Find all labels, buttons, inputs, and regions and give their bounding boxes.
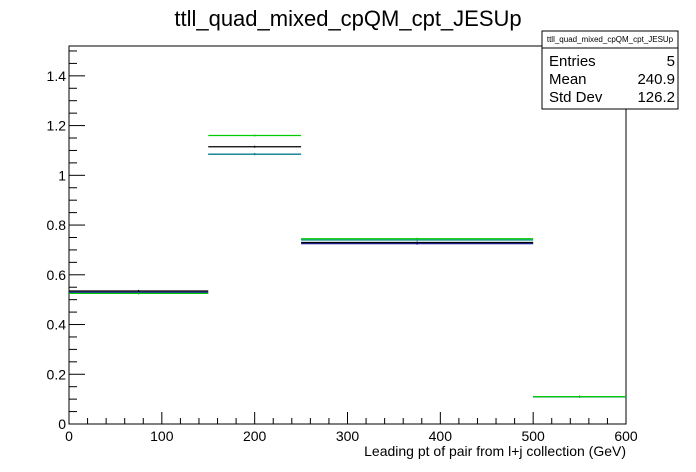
stats-box: ttll_quad_mixed_cpQM_cpt_JESUp Entries 5… bbox=[541, 30, 679, 110]
y-tick-label: 1 bbox=[58, 167, 66, 183]
y-tick-label: 1.2 bbox=[47, 118, 67, 134]
series-3 bbox=[69, 153, 626, 398]
x-axis-title: Leading pt of pair from l+j collection (… bbox=[364, 443, 626, 459]
x-tick-label: 400 bbox=[429, 428, 453, 444]
x-tick-label: 100 bbox=[150, 428, 174, 444]
stats-box-frame bbox=[541, 30, 679, 110]
series-2 bbox=[69, 153, 626, 398]
y-tick-label: 0.6 bbox=[47, 267, 67, 283]
stats-stddev-label: Std Dev bbox=[549, 89, 603, 106]
y-tick-label: 0.2 bbox=[47, 366, 67, 382]
y-axis: 0 0.2 0.4 0.6 0.8 1 1.2 1.4 bbox=[47, 50, 85, 432]
x-tick-label: 500 bbox=[521, 428, 545, 444]
chart-title: ttll_quad_mixed_cpQM_cpt_JESUp bbox=[174, 6, 521, 31]
x-tick-label: 0 bbox=[65, 428, 73, 444]
y-tick-label: 0.8 bbox=[47, 217, 67, 233]
stats-entries-value: 5 bbox=[667, 53, 675, 70]
series-4 bbox=[69, 134, 626, 398]
stats-stddev-value: 126.2 bbox=[637, 89, 675, 106]
y-tick-label: 0 bbox=[58, 416, 66, 432]
y-tick-label: 0.4 bbox=[47, 317, 67, 333]
y-tick-label: 1.4 bbox=[47, 68, 67, 84]
x-tick-label: 600 bbox=[614, 428, 638, 444]
stats-mean-value: 240.9 bbox=[637, 71, 675, 88]
stats-box-title: ttll_quad_mixed_cpQM_cpt_JESUp bbox=[547, 35, 674, 44]
histogram-series bbox=[69, 134, 626, 398]
x-tick-label: 300 bbox=[336, 428, 360, 444]
x-axis: 0 100 200 300 400 500 600 bbox=[65, 412, 638, 444]
stats-entries-label: Entries bbox=[549, 53, 596, 70]
x-tick-label: 200 bbox=[243, 428, 267, 444]
stats-mean-label: Mean bbox=[549, 71, 587, 88]
series-1 bbox=[69, 145, 626, 398]
